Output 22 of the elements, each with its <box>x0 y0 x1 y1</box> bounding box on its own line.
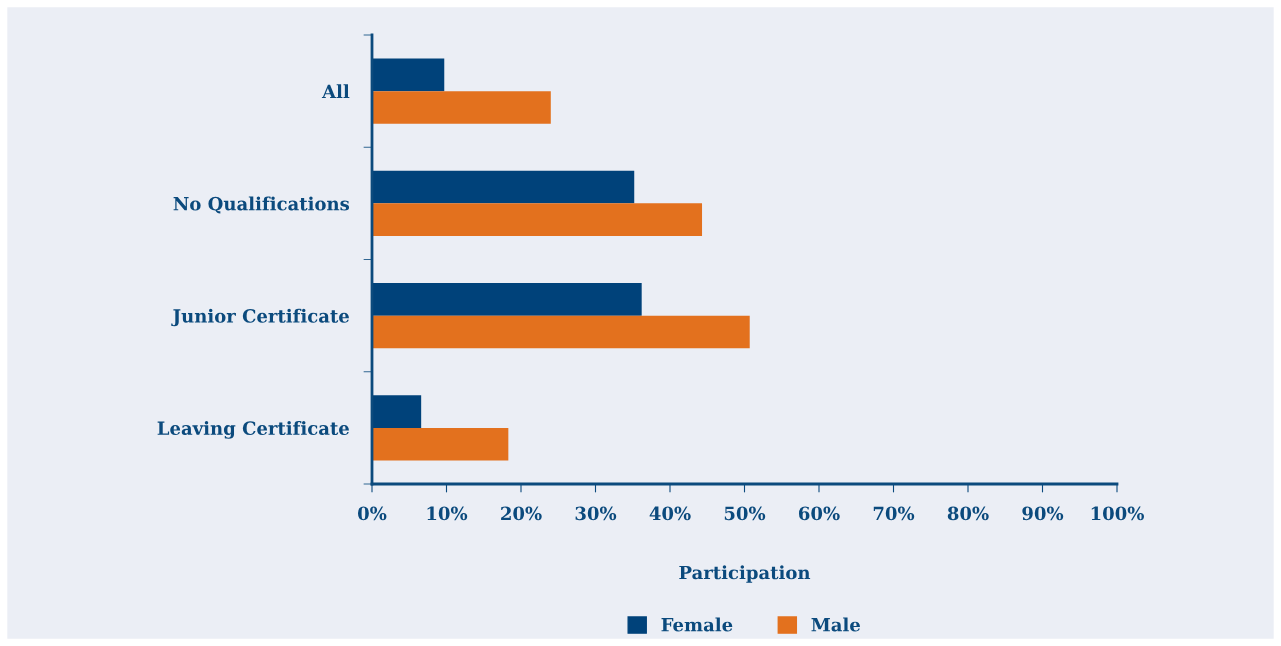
x-tick-label: 80% <box>947 506 989 521</box>
legend-label: Female <box>661 617 733 632</box>
x-tick-label: 20% <box>501 506 542 521</box>
x-tick-label: 0% <box>357 506 387 521</box>
x-tick-label: 40% <box>649 506 691 521</box>
bar <box>372 315 750 349</box>
x-tick-label: 60% <box>799 506 840 521</box>
y-tick-label: All <box>321 84 350 98</box>
bar <box>372 203 703 236</box>
x-axis-title: Participation <box>679 565 811 583</box>
x-tick-label: 90% <box>1022 506 1064 521</box>
x-tick-label: 100% <box>1091 506 1144 521</box>
legend-label: Male <box>811 617 860 632</box>
y-tick-label: Junior Certificate <box>171 308 349 327</box>
x-tick-label: 50% <box>724 506 766 521</box>
bar <box>372 91 551 124</box>
y-tick-label: Leaving Certificate <box>157 421 349 439</box>
x-tick-label: 70% <box>873 506 915 521</box>
y-tick-label: No Qualifications <box>173 196 350 214</box>
x-tick-label: 10% <box>427 506 468 521</box>
bar <box>372 427 509 461</box>
x-tick-label: 30% <box>575 506 617 521</box>
